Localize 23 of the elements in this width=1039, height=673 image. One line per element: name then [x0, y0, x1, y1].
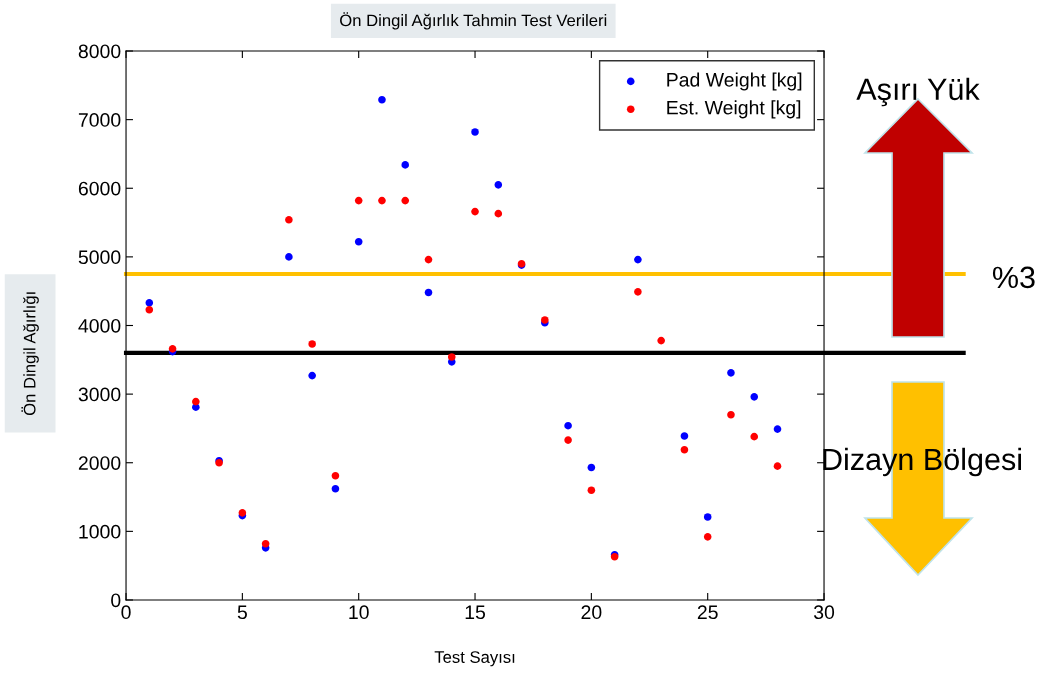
y-tick-label: 7000: [78, 113, 121, 127]
y-tick-label: 2000: [78, 456, 121, 470]
legend-label: Pad Weight [kg]: [667, 72, 802, 91]
text: %3: [992, 266, 1035, 289]
x-tick-label: 10: [349, 605, 369, 620]
x-tick-label: 30: [813, 605, 835, 620]
legend-label: Est. Weight [kg]: [667, 100, 801, 119]
y-tick-label: 3000: [78, 387, 121, 402]
y-tick-label: 8000: [78, 44, 121, 59]
y-tick-label: 6000: [78, 181, 121, 196]
y-tick-label: 1000: [79, 524, 121, 539]
x-tick-label: 0: [121, 605, 131, 620]
x-tick-label: 20: [581, 605, 602, 620]
text: Aşırı Yük: [856, 77, 980, 107]
chart-title: Ön Dingil Ağırlık Tahmin Test Verileri: [340, 12, 607, 30]
y-tick-label: 5000: [78, 250, 121, 265]
x-tick-label: 15: [465, 605, 486, 620]
y-axis-title: Ön Dingil Ağırlığı: [21, 292, 39, 416]
x-tick-label: 5: [237, 605, 247, 620]
y-tick-label: 4000: [78, 318, 121, 333]
y-tick-label: 0: [111, 593, 121, 608]
x-axis-title: Test Sayısı: [434, 651, 515, 667]
x-tick-label: 25: [697, 605, 718, 620]
